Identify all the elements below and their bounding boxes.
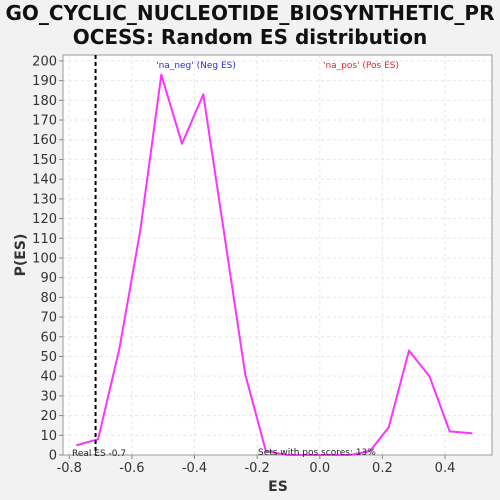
x-tick-label: -0.6	[119, 461, 144, 476]
series-layer	[76, 73, 473, 456]
series-point	[97, 438, 100, 441]
y-tick-label: 170	[32, 114, 57, 129]
y-tick-label: 120	[32, 212, 57, 227]
y-tick-label: 160	[32, 133, 57, 148]
series-point	[368, 450, 371, 453]
real-es-annotation: Real ES -0.7	[72, 449, 126, 459]
series-line	[76, 73, 472, 456]
series-point	[387, 426, 390, 429]
y-tick-label: 100	[32, 251, 57, 266]
series-point	[470, 432, 473, 435]
axes: 0 10 20 30 40 50 60 70 80 90 100 110 120 130 140 150 160…	[32, 54, 455, 476]
chart-title-line-1: GO_CYCLIC_NUCLEOTIDE_BIOSYNTHETIC_PR	[6, 1, 495, 25]
series-point	[202, 93, 205, 96]
series-point	[76, 444, 79, 447]
series-point	[428, 375, 431, 378]
series-point	[448, 430, 451, 433]
y-tick-label: 200	[32, 54, 57, 69]
y-tick-label: 60	[40, 330, 57, 345]
y-tick-label: 70	[40, 311, 57, 326]
x-tick-label: 0.4	[435, 461, 456, 476]
x-tick-label: 0.0	[309, 461, 330, 476]
legend-pos-es: 'na_pos' (Pos ES)	[323, 61, 399, 71]
pos-scores-annotation: Sets with pos scores: 13%	[258, 448, 376, 458]
y-tick-label: 150	[32, 153, 57, 168]
y-tick-label: 180	[32, 94, 57, 109]
series-point	[349, 454, 352, 456]
chart-title-line-2: OCESS: Random ES distribution	[73, 25, 428, 49]
y-tick-label: 20	[40, 409, 57, 424]
series-point	[306, 454, 309, 456]
y-tick-label: 40	[40, 370, 57, 385]
y-tick-label: 190	[32, 74, 57, 89]
legend-neg-es: 'na_neg' (Neg ES)	[156, 61, 236, 71]
series-point	[285, 454, 288, 456]
y-tick-label: 110	[32, 232, 57, 247]
x-tick-label: -0.2	[244, 461, 269, 476]
y-tick-label: 0	[49, 449, 57, 464]
series-point	[180, 142, 183, 145]
y-tick-label: 90	[40, 271, 57, 286]
grid	[63, 55, 492, 456]
y-tick-label: 30	[40, 389, 57, 404]
series-point	[244, 373, 247, 376]
y-tick-label: 80	[40, 291, 57, 306]
plot-area	[63, 55, 492, 455]
series-point	[160, 73, 163, 76]
series-point	[264, 450, 267, 453]
series-point	[139, 229, 142, 232]
x-tick-label: -0.8	[57, 461, 82, 476]
y-tick-label: 50	[40, 350, 57, 365]
x-tick-label: -0.4	[182, 461, 207, 476]
y-tick-label: 10	[40, 429, 57, 444]
x-axis-label: ES	[268, 479, 288, 495]
y-tick-label: 130	[32, 192, 57, 207]
series-point	[328, 454, 331, 456]
y-tick-label: 140	[32, 173, 57, 188]
series-point	[118, 347, 121, 350]
y-axis-label: P(ES)	[13, 234, 29, 277]
series-point	[408, 349, 411, 352]
series-point	[223, 233, 226, 236]
x-tick-label: 0.2	[372, 461, 393, 476]
plot-border	[62, 54, 493, 456]
